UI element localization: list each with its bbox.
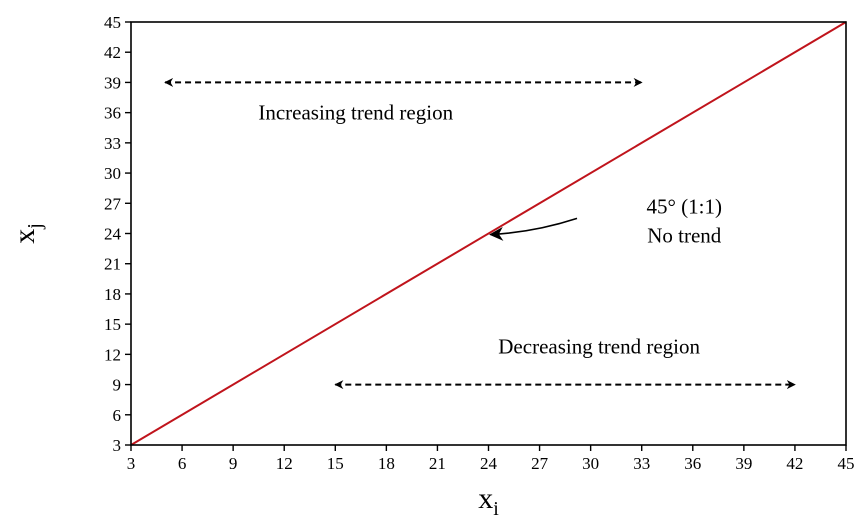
no-trend-diagonal-line	[130, 21, 847, 446]
y-tick-label: 30	[104, 164, 121, 183]
x-axis-tick-labels: 3 6 9 12 15 18 21 24 27 30 33 36 39 42 45	[127, 454, 855, 473]
x-tick-label: 45	[838, 454, 855, 473]
x-tick-label: 30	[582, 454, 599, 473]
x-tick-label: 3	[127, 454, 136, 473]
plot-frame	[130, 21, 847, 446]
y-tick-label: 12	[104, 345, 121, 364]
y-tick-label: 33	[104, 134, 121, 153]
diagonal-label-line-1: 45° (1:1)	[647, 194, 722, 218]
y-tick-label: 6	[113, 406, 122, 425]
y-axis-label: xj	[8, 223, 46, 244]
diagonal-label-line-2: No trend	[647, 223, 722, 247]
y-axis-ticks	[125, 21, 131, 446]
y-tick-label: 9	[113, 376, 122, 395]
x-tick-label: 36	[684, 454, 701, 473]
y-tick-label: 39	[104, 73, 121, 92]
x-axis-label-subscript: i	[493, 498, 499, 520]
x-tick-label: 12	[276, 454, 293, 473]
x-axis-label: xi	[478, 482, 499, 520]
y-tick-label: 21	[104, 255, 121, 274]
increasing-region-label: Increasing trend region	[258, 101, 453, 125]
x-tick-label: 27	[531, 454, 549, 473]
y-axis-label-subscript: j	[24, 223, 46, 230]
diagonal-callout-arrow	[489, 217, 578, 241]
y-tick-label: 18	[104, 285, 121, 304]
x-tick-label: 24	[480, 454, 498, 473]
y-tick-label: 15	[104, 315, 121, 334]
x-tick-label: 39	[735, 454, 752, 473]
x-axis-ticks	[130, 445, 847, 451]
x-tick-label: 9	[229, 454, 238, 473]
y-axis-label-main: x	[8, 229, 41, 244]
x-tick-label: 15	[327, 454, 344, 473]
x-tick-label: 33	[633, 454, 650, 473]
y-tick-label: 3	[113, 436, 122, 455]
y-tick-label: 45	[104, 13, 121, 32]
x-tick-label: 18	[378, 454, 395, 473]
x-axis-label-main: x	[478, 482, 493, 515]
decreasing-region-label: Decreasing trend region	[498, 334, 700, 358]
y-tick-label: 24	[104, 225, 122, 244]
x-tick-label: 21	[429, 454, 446, 473]
x-tick-label: 42	[786, 454, 803, 473]
y-tick-label: 27	[104, 194, 122, 213]
y-tick-label: 42	[104, 43, 121, 62]
y-tick-label: 36	[104, 104, 121, 123]
x-tick-label: 6	[178, 454, 187, 473]
